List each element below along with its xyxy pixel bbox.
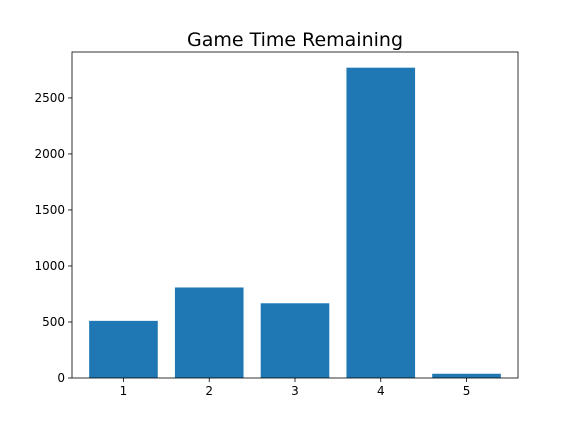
y-tick-label-1000: 1000 [34,259,65,273]
y-tick-label-0: 0 [57,371,65,385]
bar-3 [260,303,330,378]
x-tick-label-3: 3 [291,384,299,398]
axes-layer: 1 2 3 4 5 0 500 1000 1500 2000 2500 [34,91,470,398]
y-tick-label-2500: 2500 [34,91,65,105]
plot-frame [71,51,519,379]
x-tick-label-5: 5 [463,384,471,398]
bar-2 [174,287,244,378]
x-tick-label-2: 2 [205,384,213,398]
bar-1 [89,320,158,378]
y-tick-label-500: 500 [42,315,65,329]
bar-5 [432,373,501,378]
y-tick-label-2000: 2000 [34,147,65,161]
y-tick-label-1500: 1500 [34,203,65,217]
bars-layer [89,67,501,379]
chart-title: Game Time Remaining [187,29,403,51]
x-tick-label-4: 4 [377,384,385,398]
bar-4 [346,67,416,379]
x-tick-label-1: 1 [120,384,128,398]
